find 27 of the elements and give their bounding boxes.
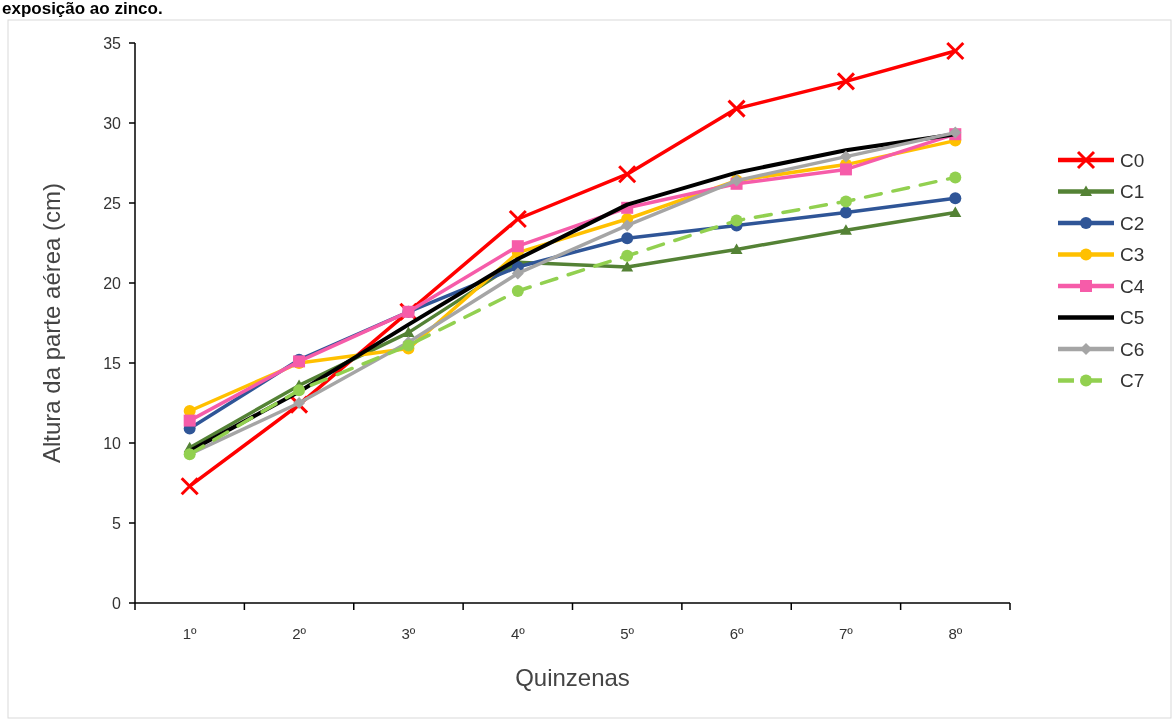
legend-label: C5 xyxy=(1120,307,1145,329)
x-tick-label: 4º xyxy=(510,625,526,642)
x-tick-label: 7º xyxy=(839,625,854,642)
x-tick-label: 6º xyxy=(729,625,744,642)
y-tick-label: 10 xyxy=(103,434,122,452)
y-tick-label: 15 xyxy=(103,354,122,372)
y-tick-label: 5 xyxy=(112,514,122,532)
legend-label: C3 xyxy=(1120,244,1145,266)
x-tick-label: 2º xyxy=(292,625,307,642)
x-tick-label: 1º xyxy=(182,625,198,642)
y-tick-label: 0 xyxy=(112,594,122,612)
y-tick-label: 35 xyxy=(103,34,122,52)
legend-label: C6 xyxy=(1120,338,1145,360)
y-tick-label: 25 xyxy=(103,194,122,212)
x-tick-label: 8º xyxy=(948,625,963,642)
x-tick-label: 3º xyxy=(401,625,416,642)
y-tick-label: 30 xyxy=(103,114,122,132)
legend-label: C4 xyxy=(1120,275,1145,297)
legend-label: C7 xyxy=(1120,370,1145,392)
legend-label: C0 xyxy=(1120,149,1145,171)
x-tick-label: 5º xyxy=(620,625,635,642)
legend-label: C2 xyxy=(1120,212,1145,234)
y-axis-title: Altura da parte aérea (cm) xyxy=(38,182,65,464)
chart-title: exposição ao zinco. xyxy=(2,0,163,18)
legend-label: C1 xyxy=(1120,181,1145,203)
y-tick-label: 20 xyxy=(103,274,122,292)
x-axis-title: Quinzenas xyxy=(515,664,630,691)
